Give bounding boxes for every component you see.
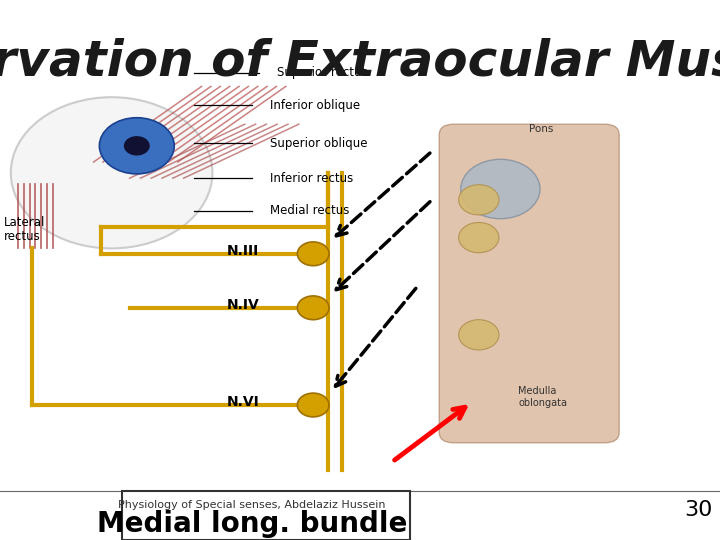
Text: N.IV: N.IV [227, 298, 259, 312]
Text: Medial rectus: Medial rectus [270, 204, 349, 217]
Text: Physiology of Special senses, Abdelaziz Hussein: Physiology of Special senses, Abdelaziz … [118, 500, 386, 510]
Circle shape [297, 296, 329, 320]
Text: 30: 30 [684, 500, 713, 521]
Circle shape [459, 222, 499, 253]
Text: Superior rectus: Superior rectus [277, 66, 368, 79]
Circle shape [99, 118, 174, 174]
Text: N.VI: N.VI [227, 395, 259, 409]
Text: Superior oblique: Superior oblique [270, 137, 367, 150]
Text: Lateral
rectus: Lateral rectus [4, 215, 45, 244]
Text: Inferior oblique: Inferior oblique [270, 99, 360, 112]
Circle shape [297, 242, 329, 266]
Text: Innervation of Extraocular Muscles: Innervation of Extraocular Muscles [0, 38, 720, 86]
Circle shape [11, 97, 212, 248]
Text: Medial long. bundle: Medial long. bundle [96, 510, 408, 538]
FancyBboxPatch shape [122, 491, 410, 540]
Circle shape [124, 136, 150, 156]
Text: N.III: N.III [227, 244, 259, 258]
Text: Pons: Pons [529, 124, 554, 134]
Circle shape [297, 393, 329, 417]
Text: Inferior rectus: Inferior rectus [270, 172, 354, 185]
Circle shape [461, 159, 540, 219]
Circle shape [459, 185, 499, 215]
Text: Medulla
oblongata: Medulla oblongata [518, 386, 567, 408]
Circle shape [459, 320, 499, 350]
FancyBboxPatch shape [439, 124, 619, 443]
